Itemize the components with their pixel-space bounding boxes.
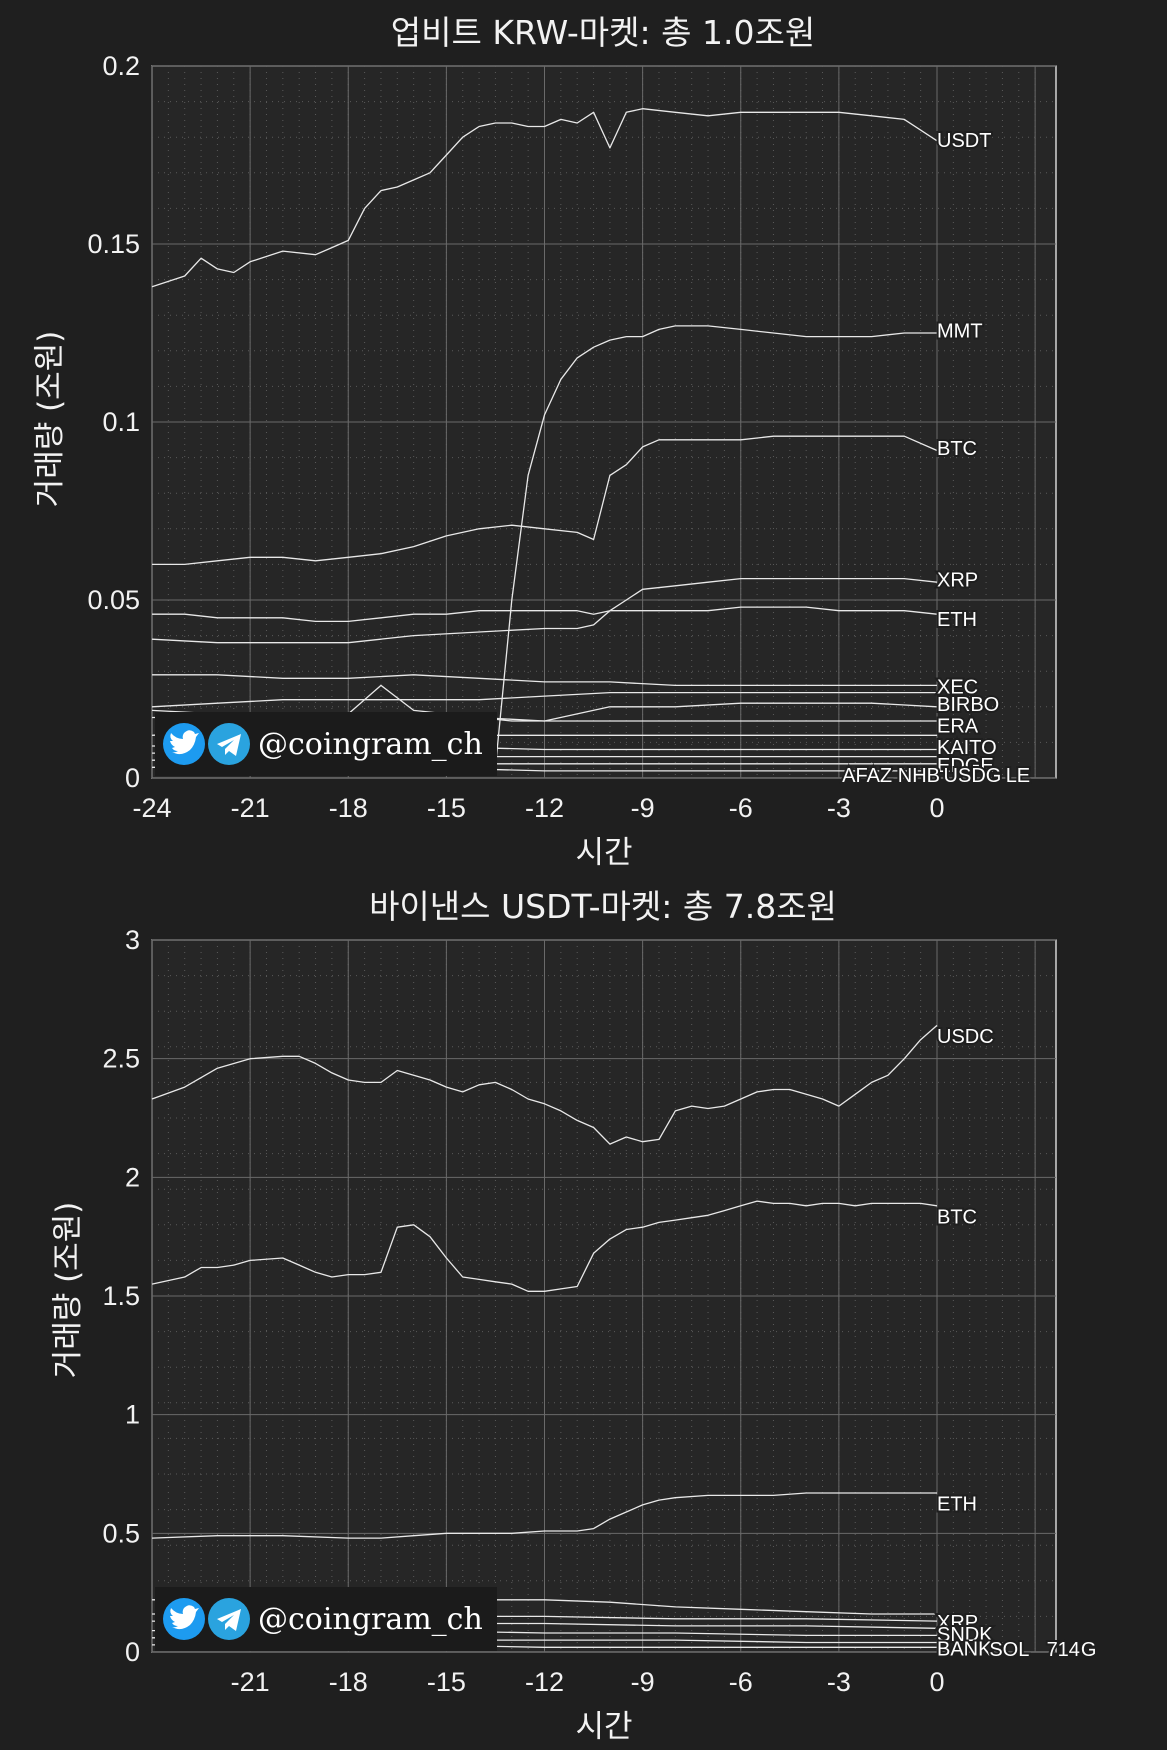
series-label: USDT bbox=[937, 130, 991, 152]
y-tick-label: 0 bbox=[125, 763, 140, 793]
series-line-eth bbox=[152, 606, 938, 623]
x-tick-label: -12 bbox=[525, 1667, 564, 1697]
y-tick-label: 0.1 bbox=[102, 407, 140, 437]
telegram-plane-glyph bbox=[217, 1609, 241, 1631]
telegram-icon bbox=[208, 723, 250, 765]
x-tick-label: -6 bbox=[729, 793, 753, 823]
plot-area bbox=[151, 939, 1057, 1653]
series-line-btc bbox=[152, 435, 938, 566]
series-label: AFAZ bbox=[842, 765, 892, 787]
x-tick-label: -24 bbox=[132, 793, 171, 823]
y-tick-label: 3 bbox=[125, 925, 140, 955]
series-label: XRP bbox=[937, 1612, 978, 1634]
series-label: ETH bbox=[937, 1493, 977, 1515]
series-label: EDGE bbox=[937, 755, 994, 777]
y-tick-label: 0.2 bbox=[102, 51, 140, 81]
x-tick-label: -9 bbox=[631, 1667, 655, 1697]
series-label: BTC bbox=[937, 438, 977, 460]
x-tick-label: -21 bbox=[231, 793, 270, 823]
series-label: XEC bbox=[937, 676, 978, 698]
plot-area bbox=[151, 65, 1057, 779]
x-tick-label: -15 bbox=[427, 1667, 466, 1697]
watermark: @coingram_ch bbox=[155, 1587, 497, 1651]
series-label: USDC bbox=[937, 1026, 994, 1048]
y-tick-label: 0.5 bbox=[102, 1518, 140, 1548]
twitter-icon bbox=[163, 723, 205, 765]
x-tick-label: 0 bbox=[929, 1667, 944, 1697]
series-label: ERA bbox=[937, 716, 979, 738]
series-line-xec bbox=[152, 674, 937, 687]
series-label: USDG bbox=[944, 765, 1002, 787]
series-label: MMT bbox=[937, 320, 983, 342]
y-tick-label: 1 bbox=[125, 1400, 140, 1430]
y-tick-label: 0 bbox=[125, 1637, 140, 1667]
y-axis-label: 거래량 (조원) bbox=[50, 1202, 86, 1379]
series-label: KAITO bbox=[937, 737, 997, 759]
telegram-icon bbox=[208, 1598, 250, 1640]
series-line-usdc bbox=[151, 1024, 938, 1145]
x-tick-label: -18 bbox=[329, 793, 368, 823]
upbit-chart: 업비트 KRW-마켓: 총 1.0조원 거래량 (조원) 시간 0 0.05 0.1… bbox=[32, 13, 1057, 871]
series-label: NHB bbox=[898, 765, 940, 787]
x-tick-label: -15 bbox=[427, 793, 466, 823]
y-axis-label: 거래량 (조원) bbox=[32, 331, 68, 508]
y-tick-label: 1.5 bbox=[102, 1281, 140, 1311]
telegram-icon-circle bbox=[208, 1598, 250, 1640]
watermark-handle: @coingram_ch bbox=[258, 727, 483, 762]
series-label: BIRBO bbox=[937, 694, 999, 716]
x-tick-label: 0 bbox=[929, 793, 944, 823]
x-tick-label: -9 bbox=[631, 793, 655, 823]
y-tick-label: 2 bbox=[125, 1162, 140, 1192]
series-label: G bbox=[1081, 1639, 1097, 1661]
series-label: BANK bbox=[937, 1638, 992, 1660]
x-tick-label: -6 bbox=[729, 1667, 753, 1697]
series-label: LE bbox=[1006, 765, 1030, 787]
x-axis-label: 시간 bbox=[575, 835, 632, 871]
watermark-handle: @coingram_ch bbox=[258, 1602, 483, 1637]
series-line-eth bbox=[151, 1492, 937, 1539]
x-tick-label: -3 bbox=[827, 1667, 851, 1697]
series-label: SOL bbox=[989, 1639, 1029, 1661]
x-tick-label: -18 bbox=[329, 1667, 368, 1697]
series-line-usdt bbox=[151, 108, 938, 288]
series-label: SNDK bbox=[937, 1624, 993, 1646]
x-axis-label: 시간 bbox=[575, 1709, 632, 1745]
series-label: 714 bbox=[1047, 1639, 1080, 1661]
telegram-plane-glyph bbox=[217, 734, 241, 756]
twitter-bird-glyph bbox=[170, 730, 199, 755]
series-line-mmt bbox=[494, 325, 937, 768]
series-line-birb bbox=[151, 691, 937, 708]
y-tick-label: 0.05 bbox=[87, 585, 140, 615]
x-tick-label: -3 bbox=[827, 793, 851, 823]
series-line-xrp bbox=[151, 577, 938, 644]
y-tick-label: 0.15 bbox=[87, 229, 140, 259]
twitter-bird-glyph bbox=[170, 1605, 199, 1630]
chart-title: 바이낸스 USDT-마켓: 총 7.8조원 bbox=[369, 887, 837, 926]
telegram-icon-circle bbox=[208, 723, 250, 765]
major-grid bbox=[151, 65, 1056, 779]
x-tick-label: -12 bbox=[525, 793, 564, 823]
y-tick-label: 2.5 bbox=[102, 1044, 140, 1074]
watermark: @coingram_ch bbox=[155, 712, 497, 776]
x-tick-label: -21 bbox=[231, 1667, 270, 1697]
series-label: ETH bbox=[937, 609, 977, 631]
series-label: BTC bbox=[937, 1206, 977, 1228]
binance-chart: 바이낸스 USDT-마켓: 총 7.8조원 거래량 (조원) 시간 0 0.5 1 1… bbox=[50, 887, 1098, 1745]
twitter-icon bbox=[163, 1598, 205, 1640]
series-label: XRP bbox=[937, 570, 978, 592]
chart-title: 업비트 KRW-마켓: 총 1.0조원 bbox=[391, 13, 815, 52]
major-grid bbox=[151, 939, 1056, 1653]
series-line-btc bbox=[151, 1200, 938, 1292]
